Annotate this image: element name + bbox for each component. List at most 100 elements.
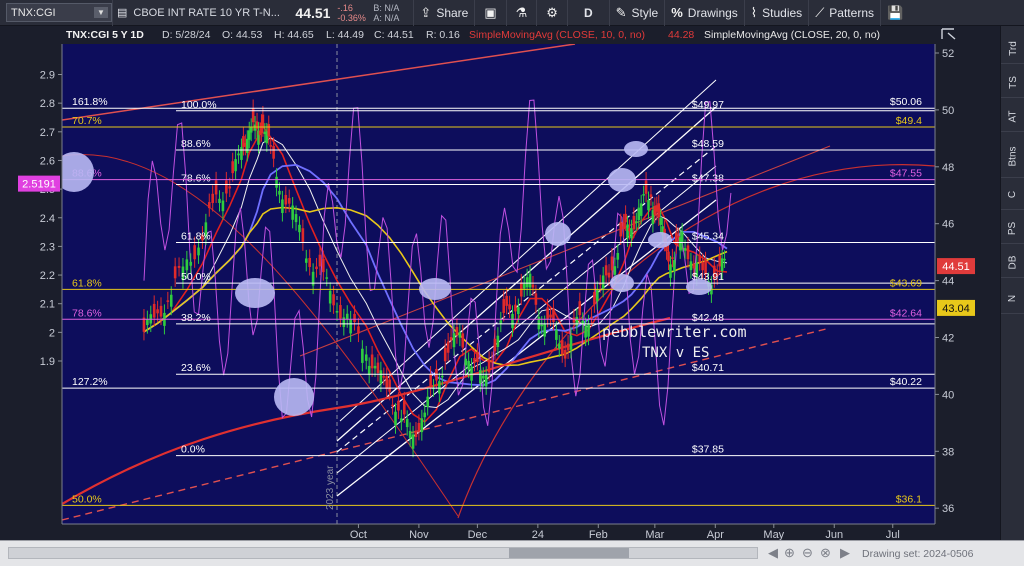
patterns-button[interactable]: ⟋ Patterns bbox=[808, 0, 880, 26]
symbol-description: CBOE INT RATE 10 YR T-N... bbox=[133, 6, 280, 19]
candle-body bbox=[267, 124, 271, 137]
layout-button[interactable]: ▣ bbox=[474, 0, 505, 26]
settings-button[interactable]: ⚙ bbox=[536, 0, 567, 26]
symbol-input[interactable]: TNX:CGI ▼ bbox=[6, 3, 112, 22]
right-sidebar: Trd TS AT Btns C PS DB N bbox=[1000, 26, 1024, 540]
candle-body bbox=[622, 222, 625, 230]
tab-db[interactable]: DB bbox=[1001, 248, 1024, 278]
candle-body bbox=[159, 305, 163, 317]
candle-body bbox=[531, 284, 535, 288]
candle-body bbox=[528, 273, 532, 288]
drawings-button[interactable]: % Drawings bbox=[664, 0, 744, 26]
sma200-line bbox=[62, 316, 671, 505]
tab-btns[interactable]: Btns bbox=[1001, 136, 1024, 178]
scrollbar-thumb[interactable] bbox=[509, 548, 629, 558]
share-button[interactable]: ⇪ Share bbox=[413, 0, 474, 26]
tab-ts[interactable]: TS bbox=[1001, 68, 1024, 98]
candle-body bbox=[177, 265, 181, 268]
fib-level-price: $42.48 bbox=[692, 312, 724, 324]
candle-body bbox=[201, 234, 204, 241]
fib-level-pct: 88.6% bbox=[181, 138, 211, 150]
header-change: R: 0.16 bbox=[426, 29, 460, 41]
candle-body bbox=[581, 320, 584, 324]
collapse-header-icon[interactable] bbox=[941, 28, 956, 40]
candle-body bbox=[357, 326, 360, 334]
scroll-left-icon[interactable]: ◀ bbox=[768, 545, 778, 560]
candle-body bbox=[244, 142, 247, 147]
tab-db-label: DB bbox=[1007, 255, 1019, 270]
right-price-label: 43.04 bbox=[942, 303, 970, 315]
fib-level-price: $40.22 bbox=[890, 376, 922, 388]
highlight-ellipse bbox=[686, 279, 712, 295]
x-tick-label: May bbox=[763, 529, 784, 540]
plot-area bbox=[62, 44, 935, 524]
candle-body bbox=[382, 376, 386, 378]
fib-level-price: $45.34 bbox=[692, 230, 724, 242]
candle-body bbox=[373, 365, 377, 369]
candle-body bbox=[659, 217, 662, 225]
candle-body bbox=[414, 430, 418, 438]
zoom-in-icon[interactable]: ⊕ bbox=[784, 545, 795, 560]
style-button[interactable]: ✎ Style bbox=[608, 0, 665, 26]
highlight-ellipse bbox=[624, 141, 648, 157]
candle-body bbox=[342, 317, 346, 328]
candle-body bbox=[261, 114, 265, 129]
x-tick-label: 24 bbox=[532, 529, 544, 540]
candle-body bbox=[142, 317, 146, 332]
candle-body bbox=[265, 131, 269, 144]
studies-button[interactable]: ⌇ Studies bbox=[743, 0, 808, 26]
chart-scrollbar[interactable] bbox=[8, 547, 758, 559]
candle-body bbox=[505, 295, 508, 306]
patterns-label: Patterns bbox=[829, 5, 874, 20]
fib-level-price: $36.1 bbox=[896, 493, 922, 505]
candle-body bbox=[639, 203, 643, 216]
candle-body bbox=[397, 400, 400, 411]
chevron-down-icon[interactable]: ▼ bbox=[94, 7, 108, 18]
tab-ps[interactable]: PS bbox=[1001, 214, 1024, 244]
chart-symbol-label: TNX:CGI 5 Y 1D bbox=[66, 29, 144, 41]
candle-body bbox=[499, 320, 503, 324]
save-button[interactable]: 💾 bbox=[880, 0, 909, 26]
symbol-info-button[interactable]: ▤ bbox=[112, 0, 131, 26]
price-change: -.16 -0.36% bbox=[337, 3, 373, 23]
candle-body bbox=[152, 303, 156, 318]
candle-body bbox=[269, 145, 272, 147]
left-tick-label: 2.3 bbox=[40, 241, 55, 253]
candle-body bbox=[173, 266, 177, 279]
candle-body bbox=[723, 258, 726, 261]
candle-body bbox=[228, 186, 232, 189]
tab-trd[interactable]: Trd bbox=[1001, 34, 1024, 64]
candle-body bbox=[247, 130, 251, 140]
sma20-line bbox=[143, 137, 728, 409]
timeframe-label: D bbox=[583, 5, 593, 20]
candle-body bbox=[552, 308, 555, 322]
highlight-ellipse bbox=[545, 222, 571, 246]
tab-n[interactable]: N bbox=[1001, 284, 1024, 314]
candle-body bbox=[476, 351, 479, 362]
price-chart[interactable]: TNX:CGI 5 Y 1D D: 5/28/24 O: 44.53 H: 44… bbox=[0, 26, 1000, 540]
candle-body bbox=[249, 126, 253, 133]
timeframe-button[interactable]: D bbox=[566, 0, 609, 26]
tab-c[interactable]: C bbox=[1001, 180, 1024, 210]
zoom-out-icon[interactable]: ⊖ bbox=[802, 545, 813, 560]
candle-body bbox=[493, 338, 497, 352]
candle-body bbox=[258, 130, 262, 136]
fib-level-pct: 127.2% bbox=[72, 376, 108, 388]
highlight-ellipse bbox=[608, 168, 636, 192]
right-price-box bbox=[937, 299, 975, 316]
share-label: Share bbox=[436, 5, 469, 20]
candle-body bbox=[263, 131, 267, 135]
candle-body bbox=[185, 259, 189, 271]
candle-body bbox=[511, 313, 514, 329]
tab-at[interactable]: AT bbox=[1001, 102, 1024, 132]
scroll-right-icon[interactable]: ▶ bbox=[840, 545, 850, 560]
fib-level-pct: 100.0% bbox=[181, 99, 217, 111]
candle-body bbox=[464, 358, 467, 366]
zoom-reset-icon[interactable]: ⊗ bbox=[820, 545, 831, 560]
flask-button[interactable]: ⚗ bbox=[505, 0, 537, 26]
left-tick-label: 2.1 bbox=[40, 299, 55, 311]
candle-body bbox=[549, 314, 552, 318]
candle-body bbox=[420, 418, 424, 433]
candle-body bbox=[275, 176, 278, 188]
layout-icon: ▣ bbox=[484, 4, 497, 20]
